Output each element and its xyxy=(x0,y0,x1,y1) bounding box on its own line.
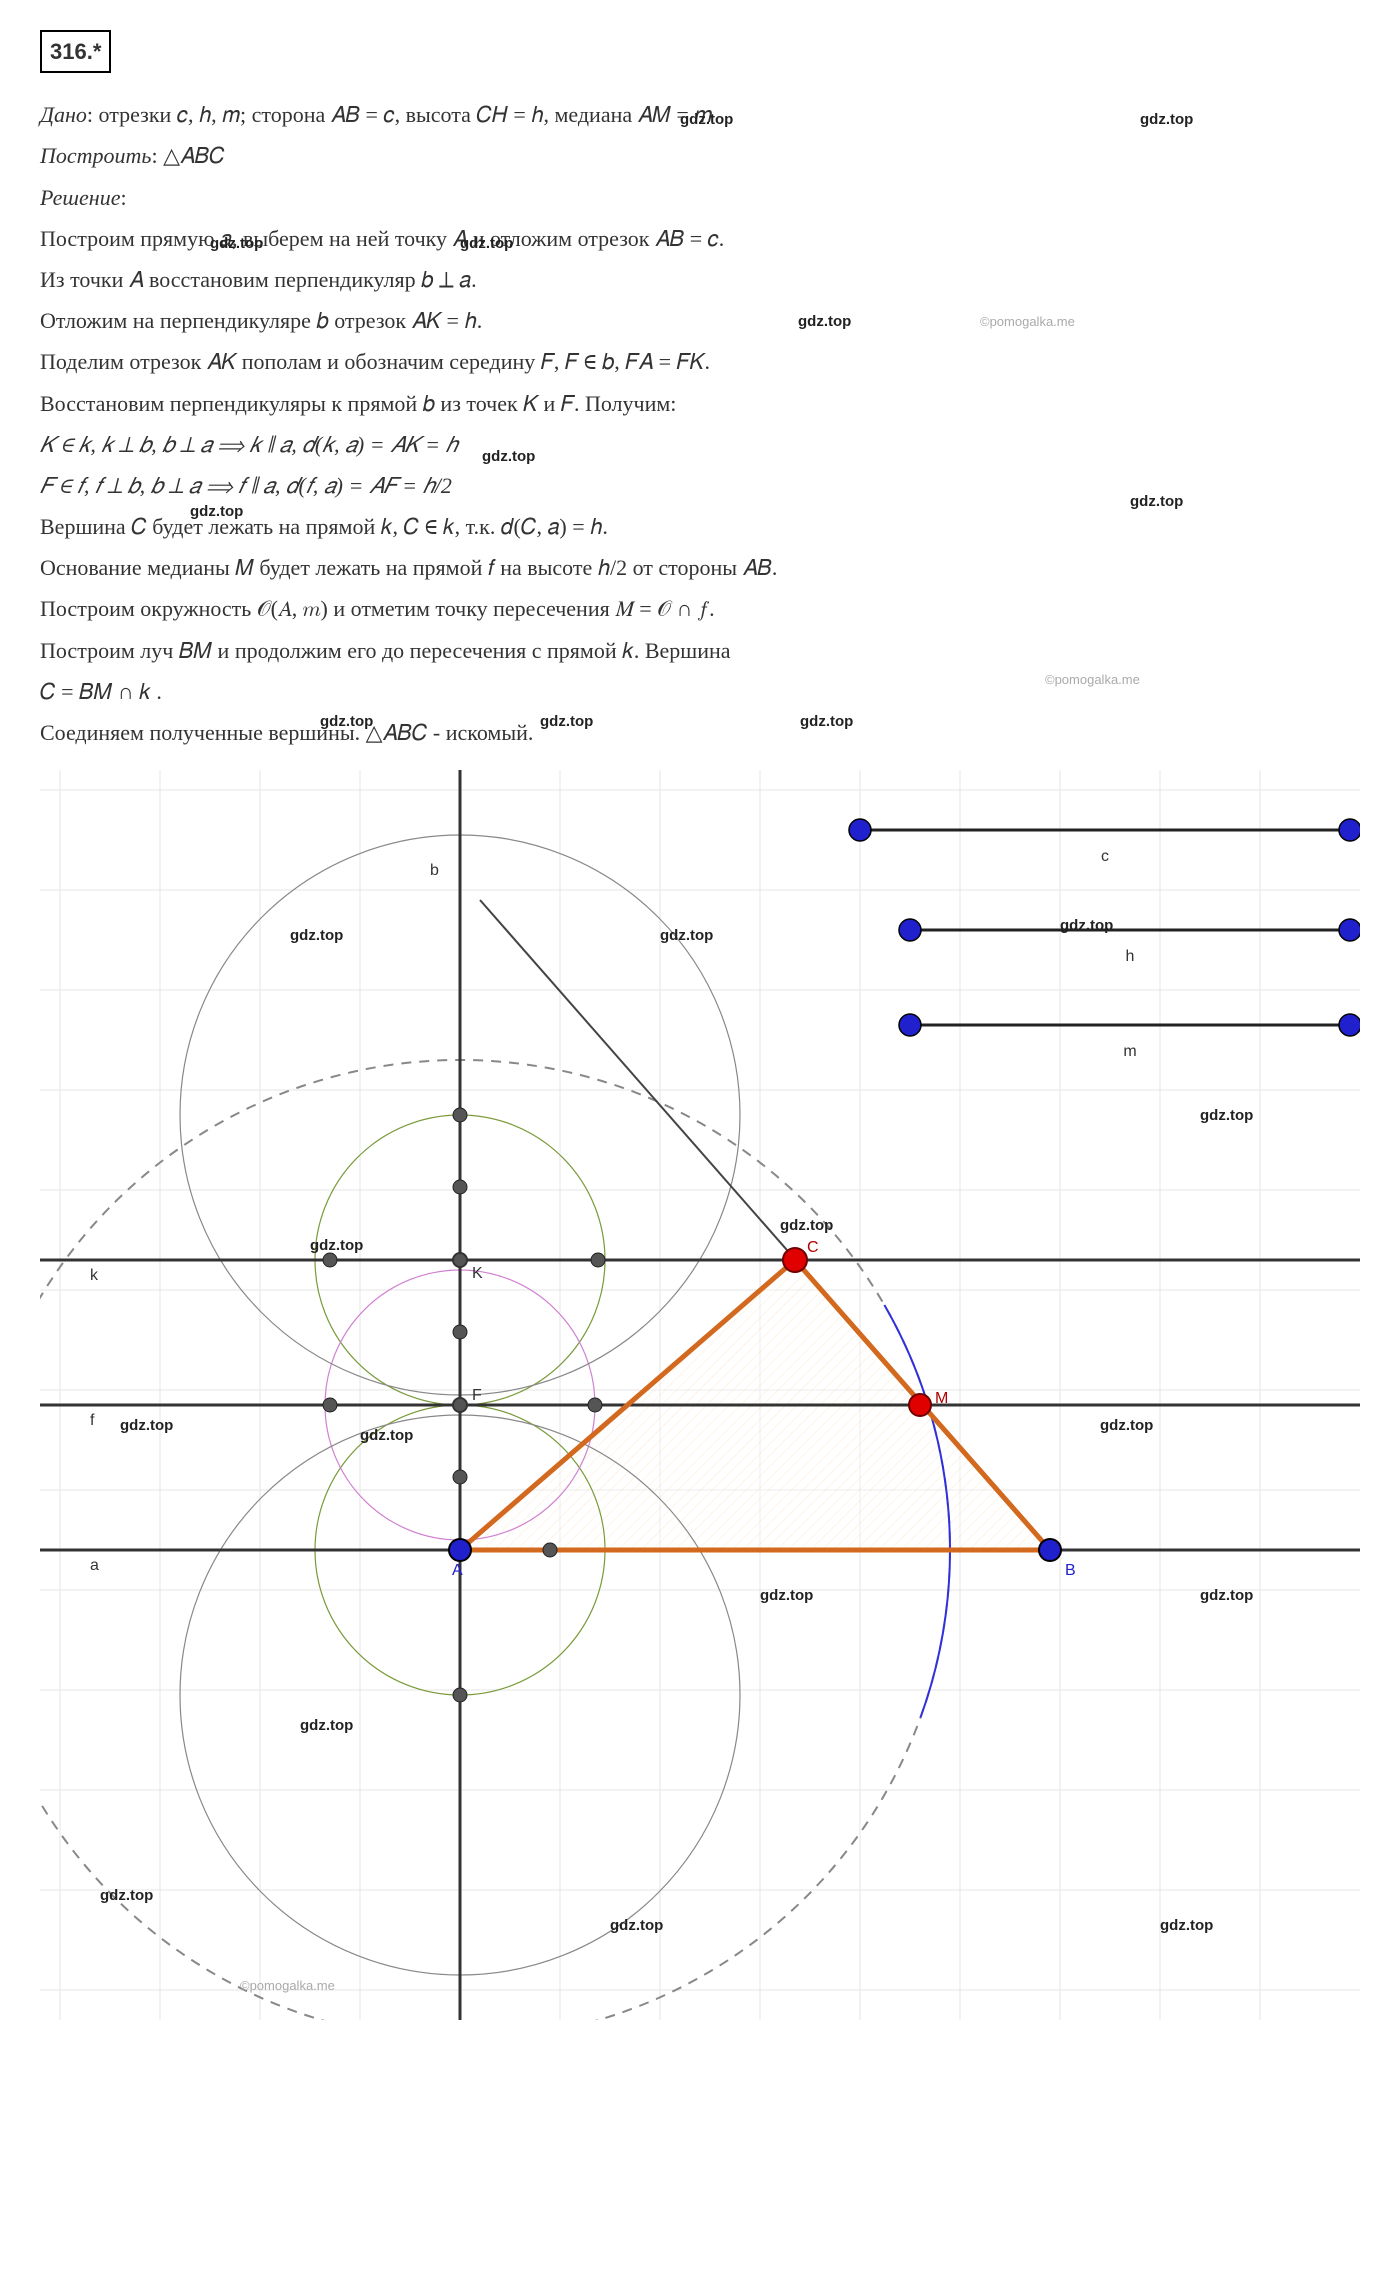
svg-text:gdz.top: gdz.top xyxy=(290,927,343,944)
svg-text:a: a xyxy=(90,1557,99,1574)
svg-text:gdz.top: gdz.top xyxy=(310,1237,363,1254)
svg-text:gdz.top: gdz.top xyxy=(360,1427,413,1444)
svg-text:f: f xyxy=(90,1412,95,1429)
line-5: Из точки 𝐴 восстановим перпендикуляр 𝑏 ⊥… xyxy=(40,262,1360,297)
svg-text:gdz.top: gdz.top xyxy=(660,927,713,944)
line-8: Восстановим перпендикуляры к прямой 𝑏 из… xyxy=(40,386,1360,421)
svg-text:K: K xyxy=(472,1265,483,1282)
svg-text:B: B xyxy=(1065,1562,1076,1579)
svg-text:F: F xyxy=(472,1387,482,1404)
line-15: 𝐶 = 𝐵𝑀 ∩ 𝑘 . xyxy=(40,674,1360,709)
line-12: Основание медианы 𝑀 будет лежать на прям… xyxy=(40,550,1360,585)
svg-text:gdz.top: gdz.top xyxy=(760,1587,813,1604)
problem-number: 316.* xyxy=(40,30,111,73)
svg-text:gdz.top: gdz.top xyxy=(1200,1587,1253,1604)
svg-text:gdz.top: gdz.top xyxy=(780,1217,833,1234)
line-11: Вершина 𝐶 будет лежать на прямой 𝑘, 𝐶 ∈ … xyxy=(40,509,1360,544)
diagram-svg: c h m A B C M K Fa k f b gdz.top gdz.top gdz.top gdz.to… xyxy=(40,770,1360,2020)
line-7: Поделим отрезок 𝐴𝐾 пополам и обозначим с… xyxy=(40,344,1360,379)
svg-text:gdz.top: gdz.top xyxy=(610,1917,663,1934)
svg-text:b: b xyxy=(430,862,439,879)
solution-text: Дано: отрезки 𝑐, ℎ, 𝑚; сторона 𝐴𝐵 = 𝑐, в… xyxy=(40,97,1360,750)
svg-text:gdz.top: gdz.top xyxy=(100,1887,153,1904)
svg-text:gdz.top: gdz.top xyxy=(1060,917,1113,934)
svg-text:h: h xyxy=(1126,948,1135,965)
svg-text:gdz.top: gdz.top xyxy=(1160,1917,1213,1934)
svg-text:gdz.top: gdz.top xyxy=(1100,1417,1153,1434)
line-9: 𝐾 ∈ 𝑘, 𝑘 ⊥ 𝑏, 𝑏 ⊥ 𝑎 ⟹ 𝑘 ∥ 𝑎, 𝑑(𝑘, 𝑎) = 𝐴… xyxy=(40,427,1360,462)
line-construct: Построить: △𝐴𝐵𝐶 xyxy=(40,138,1360,173)
svg-text:M: M xyxy=(935,1390,948,1407)
line-14: Построим луч 𝐵𝑀 и продолжим его до перес… xyxy=(40,633,1360,668)
svg-text:gdz.top: gdz.top xyxy=(120,1417,173,1434)
geometry-diagram: c h m A B C M K Fa k f b gdz.top gdz.top gdz.top gdz.to… xyxy=(40,770,1360,2020)
svg-text:gdz.top: gdz.top xyxy=(300,1717,353,1734)
line-4: Построим прямую 𝑎, выберем на ней точку … xyxy=(40,221,1360,256)
line-10: 𝐹 ∈ 𝑓, 𝑓 ⊥ 𝑏, 𝑏 ⊥ 𝑎 ⟹ 𝑓 ∥ 𝑎, 𝑑(𝑓, 𝑎) = 𝐴… xyxy=(40,468,1360,503)
line-13: Построим окружность 𝒪(𝐴, 𝑚) и отметим то… xyxy=(40,591,1360,626)
svg-text:gdz.top: gdz.top xyxy=(1200,1107,1253,1124)
line-6: Отложим на перпендикуляре 𝑏 отрезок 𝐴𝐾 =… xyxy=(40,303,1360,338)
svg-text:k: k xyxy=(90,1267,99,1284)
svg-text:C: C xyxy=(807,1239,819,1256)
svg-text:m: m xyxy=(1123,1043,1136,1060)
line-16: Соединяем полученные вершины. △𝐴𝐵𝐶 - иск… xyxy=(40,715,1360,750)
svg-text:©pomogalka.me: ©pomogalka.me xyxy=(240,1978,335,1993)
document-wrapper: 316.* Дано: отрезки 𝑐, ℎ, 𝑚; сторона 𝐴𝐵 … xyxy=(40,30,1360,2020)
svg-text:A: A xyxy=(452,1562,463,1579)
line-solution-heading: Решение: xyxy=(40,180,1360,215)
line-given: Дано: отрезки 𝑐, ℎ, 𝑚; сторона 𝐴𝐵 = 𝑐, в… xyxy=(40,97,1360,132)
svg-text:c: c xyxy=(1101,848,1109,865)
